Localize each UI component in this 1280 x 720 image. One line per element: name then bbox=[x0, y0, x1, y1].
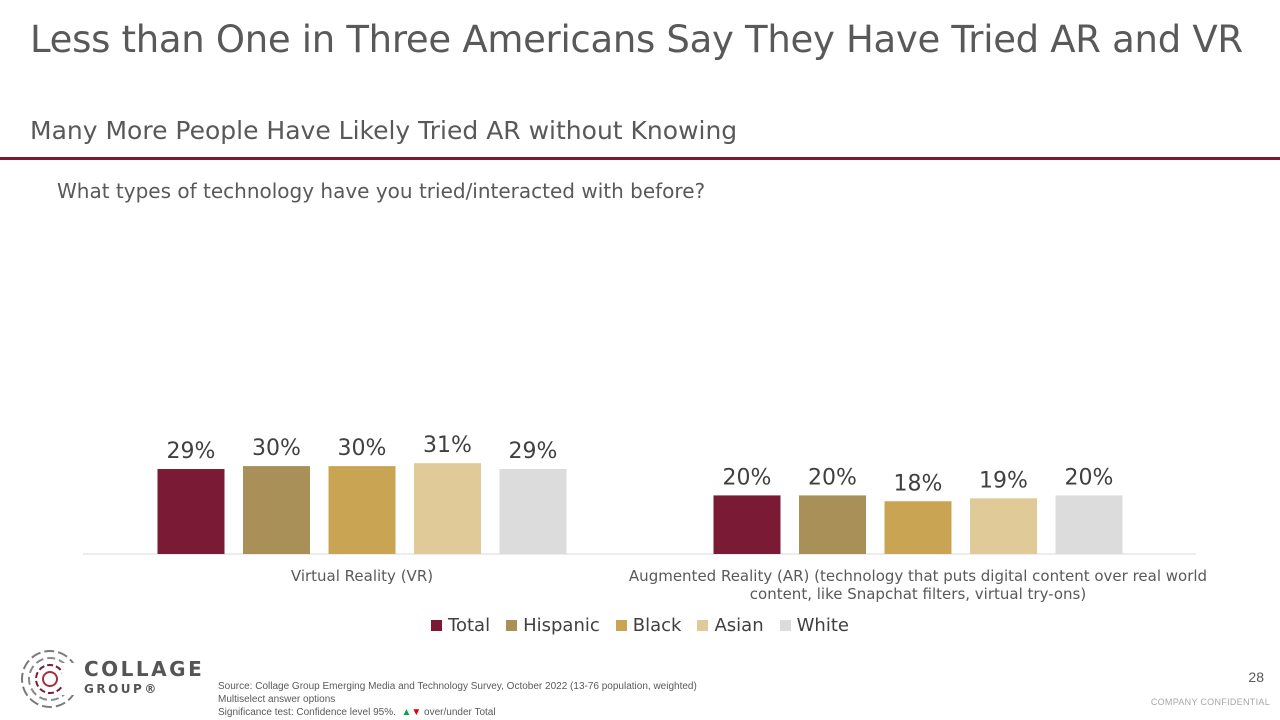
legend-item-total: Total bbox=[431, 615, 490, 636]
legend-swatch bbox=[506, 620, 518, 631]
data-label: 20% bbox=[808, 465, 857, 490]
legend-swatch bbox=[431, 620, 443, 631]
data-label: 18% bbox=[894, 471, 943, 496]
confidential-label: COMPANY CONFIDENTIAL bbox=[1150, 697, 1270, 707]
legend-item-black: Black bbox=[615, 615, 682, 636]
legend-swatch bbox=[779, 620, 791, 631]
bar-total-ar bbox=[713, 495, 781, 554]
source-notes: Source: Collage Group Emerging Media and… bbox=[218, 680, 697, 719]
legend-swatch bbox=[697, 620, 709, 631]
legend-item-white: White bbox=[779, 615, 849, 636]
legend-item-hispanic: Hispanic bbox=[506, 615, 600, 636]
bar-black-ar bbox=[884, 501, 952, 554]
legend-swatch bbox=[615, 620, 627, 631]
bar-white-ar bbox=[1055, 495, 1123, 554]
bar-white-vr bbox=[499, 469, 567, 554]
data-label: 20% bbox=[1065, 465, 1114, 490]
data-label: 30% bbox=[252, 436, 301, 461]
data-label: 29% bbox=[167, 439, 216, 464]
bar-asian-ar bbox=[970, 498, 1037, 554]
logo-text-group: GROUP® bbox=[84, 682, 159, 696]
page-number: 28 bbox=[1248, 669, 1264, 685]
significance-prefix: Significance test: Confidence level 95%. bbox=[218, 707, 396, 718]
legend-label: Total bbox=[448, 615, 491, 636]
slide-title: Less than One in Three Americans Say The… bbox=[30, 18, 1243, 61]
triangle-down-icon: ▼ bbox=[411, 707, 422, 718]
bar-hispanic-vr bbox=[243, 466, 310, 554]
legend-label: Hispanic bbox=[523, 615, 600, 636]
significance-suffix: over/under Total bbox=[424, 707, 496, 718]
survey-question: What types of technology have you tried/… bbox=[57, 179, 706, 203]
significance-line: Significance test: Confidence level 95%.… bbox=[218, 706, 697, 719]
legend-label: Black bbox=[632, 615, 682, 636]
data-label: 19% bbox=[979, 468, 1028, 493]
logo-text-collage: COLLAGE bbox=[84, 657, 205, 681]
data-label: 31% bbox=[423, 433, 472, 458]
bar-hispanic-ar bbox=[799, 495, 866, 554]
category-label: Augmented Reality (AR) (technology that … bbox=[629, 567, 1207, 585]
chart-legend: Total Hispanic Black Asian White bbox=[0, 615, 1280, 636]
bar-black-vr bbox=[328, 466, 396, 554]
triangle-up-icon: ▲ bbox=[401, 707, 412, 718]
divider-rule bbox=[0, 157, 1280, 160]
data-label: 20% bbox=[723, 465, 772, 490]
legend-item-asian: Asian bbox=[697, 615, 764, 636]
bar-chart: 29% 30% 30% 31% 29% Virtual Reality (VR) 20% 20… bbox=[83, 433, 1207, 603]
bar-total-vr bbox=[157, 469, 225, 554]
slide-subtitle: Many More People Have Likely Tried AR wi… bbox=[30, 116, 738, 145]
source-line: Source: Collage Group Emerging Media and… bbox=[218, 681, 697, 692]
legend-label: Asian bbox=[714, 615, 764, 636]
data-label: 29% bbox=[509, 439, 558, 464]
collage-group-logo bbox=[21, 650, 92, 708]
legend-label: White bbox=[796, 615, 849, 636]
data-label: 30% bbox=[338, 436, 387, 461]
note-line: Multiselect answer options bbox=[218, 694, 336, 705]
bar-asian-vr bbox=[414, 463, 481, 554]
category-label: content, like Snapchat filters, virtual … bbox=[750, 585, 1086, 603]
category-label: Virtual Reality (VR) bbox=[291, 567, 433, 585]
